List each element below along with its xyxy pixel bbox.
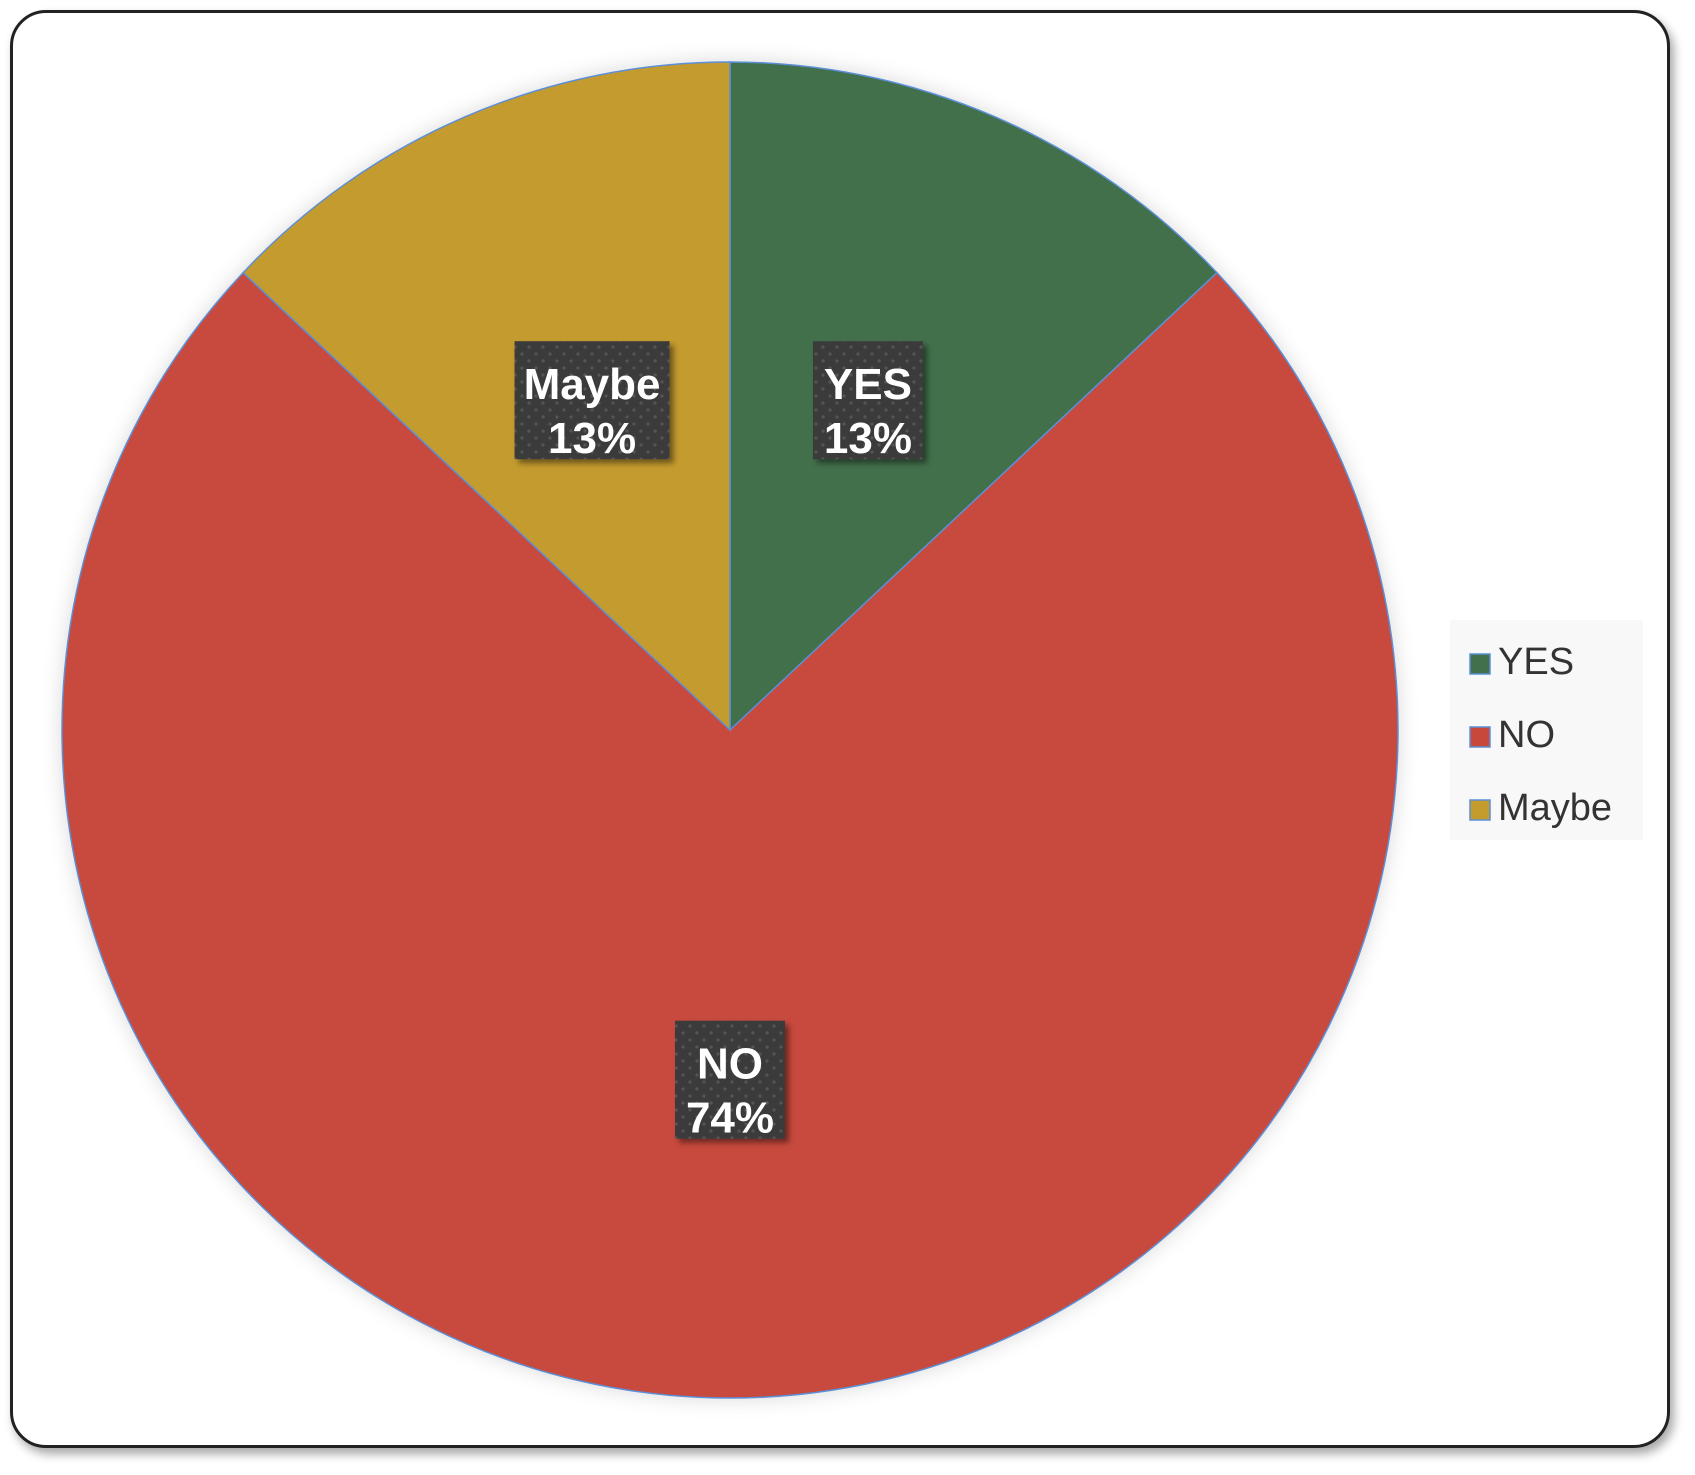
data-label-category: Maybe: [524, 360, 661, 409]
legend-label-no: NO: [1498, 714, 1555, 756]
data-label-no: NO 74%: [675, 1020, 785, 1143]
pie-slice-yes: [729, 61, 1219, 732]
legend: YES NO Maybe: [1450, 620, 1643, 840]
data-label-percent: 74%: [686, 1094, 774, 1143]
data-label-box: [514, 341, 670, 460]
legend-swatch-maybe: [1469, 799, 1491, 821]
pie-slice-no: [61, 271, 1399, 1399]
legend-swatch-yes: [1469, 653, 1491, 675]
data-labels: YES 13% NO 74% Maybe 13%: [514, 341, 923, 1143]
legend-swatch-no: [1469, 726, 1491, 748]
data-label-percent: 13%: [548, 414, 636, 463]
data-label-percent: 13%: [824, 414, 912, 463]
data-label-category: YES: [824, 360, 912, 409]
data-label-maybe: Maybe 13%: [514, 341, 670, 463]
data-label-box: [812, 341, 923, 460]
pie-slices: [61, 61, 1399, 1399]
data-label-yes: YES 13%: [812, 341, 923, 463]
data-label-box: [675, 1020, 785, 1139]
legend-label-yes: YES: [1498, 641, 1574, 683]
legend-label-maybe: Maybe: [1498, 787, 1612, 829]
data-label-category: NO: [697, 1040, 763, 1089]
pie-slice-maybe: [241, 61, 731, 732]
